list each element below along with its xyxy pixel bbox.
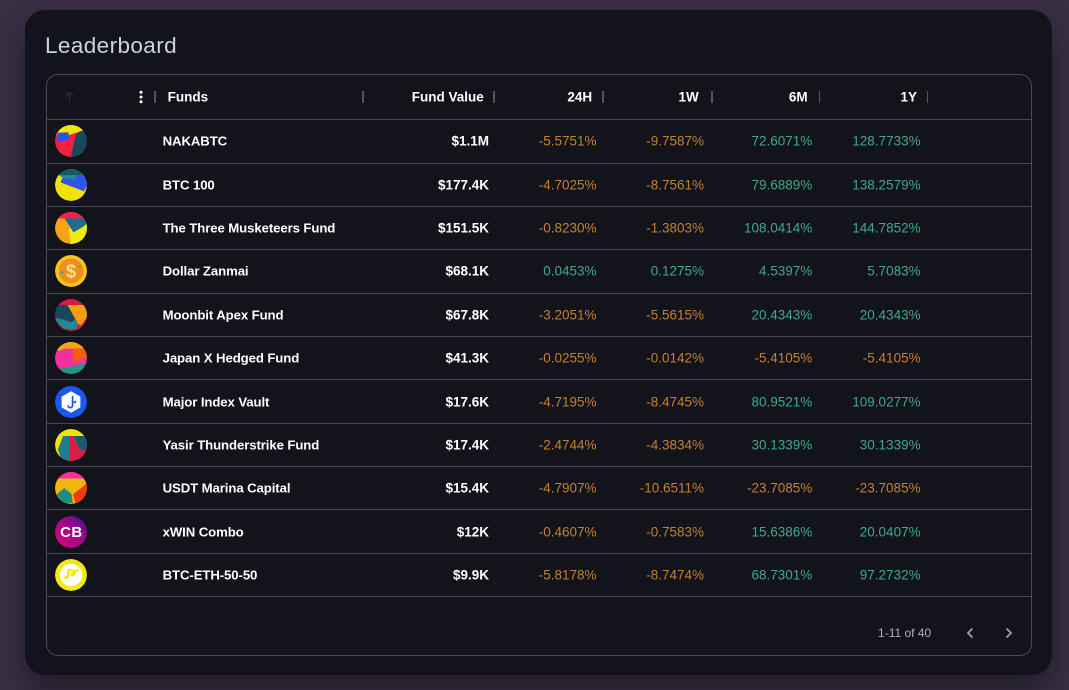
svg-text:$: $ (66, 262, 76, 282)
svg-text:CB: CB (60, 524, 82, 541)
